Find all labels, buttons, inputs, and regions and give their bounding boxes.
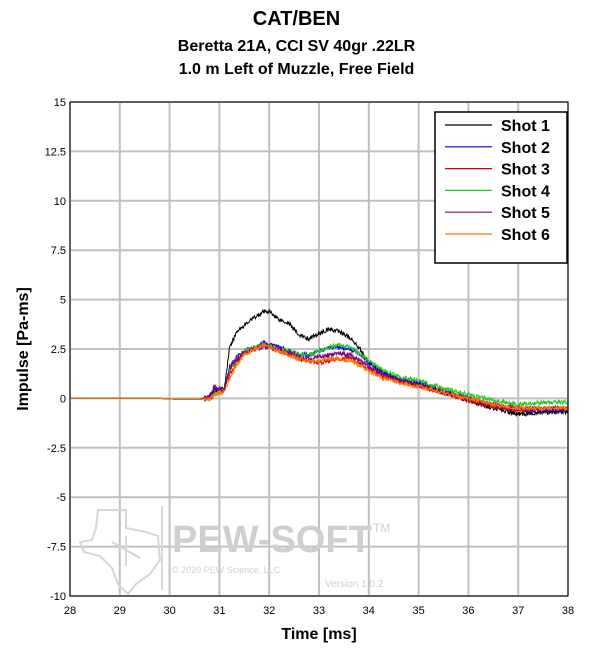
watermark-copyright: © 2020 PEW Science, LLC (172, 565, 281, 575)
legend-entry: Shot 4 (501, 183, 550, 200)
y-tick-label: 10 (54, 196, 66, 208)
y-tick-label: 15 (54, 97, 66, 109)
texas-outline-icon (78, 509, 162, 596)
legend-entry: Shot 1 (501, 118, 550, 135)
x-tick-label: 34 (363, 605, 375, 617)
y-tick-labels: -10 -7.5 -5 -2.5 0 2.5 5 7.5 10 12.5 15 (45, 97, 66, 603)
y-tick-label: -10 (50, 591, 66, 603)
x-tick-label: 32 (263, 605, 275, 617)
x-tick-label: 30 (163, 605, 175, 617)
y-tick-label: -2.5 (47, 443, 66, 455)
legend-entry: Shot 2 (501, 140, 550, 157)
x-tick-label: 36 (462, 605, 474, 617)
legend: Shot 1 Shot 2 Shot 3 Shot 4 Shot 5 Shot 6 (434, 111, 568, 264)
legend-entry: Shot 3 (501, 162, 550, 179)
chart-subtitle-location: 1.0 m Left of Muzzle, Free Field (178, 61, 415, 78)
y-tick-label: 2.5 (51, 344, 66, 356)
chart-subtitle-weapon: Beretta 21A, CCI SV 40gr .22LR (177, 38, 416, 55)
x-tick-label: 37 (512, 605, 524, 617)
x-tick-label: 35 (412, 605, 424, 617)
y-tick-label: 7.5 (51, 245, 66, 257)
x-tick-labels: 28 29 30 31 32 33 34 35 36 37 38 (64, 605, 574, 617)
y-tick-label: 5 (60, 295, 66, 307)
x-tick-label: 29 (114, 605, 126, 617)
legend-entry: Shot 5 (501, 205, 550, 222)
x-tick-label: 33 (313, 605, 325, 617)
x-tick-label: 31 (213, 605, 225, 617)
series-lines (70, 308, 569, 418)
y-axis-label: Impulse [Pa-ms] (15, 287, 32, 411)
watermark-tm: TM (373, 521, 390, 535)
x-tick-label: 38 (562, 605, 574, 617)
y-tick-label: -7.5 (47, 542, 66, 554)
y-tick-label: -5 (56, 492, 66, 504)
y-tick-label: 0 (60, 393, 66, 405)
plot-frame (69, 101, 569, 597)
watermark-brand: PEW-SOFT (172, 519, 372, 561)
y-tick-label: 12.5 (45, 146, 66, 158)
legend-entry: Shot 6 (501, 227, 550, 244)
x-axis-label: Time [ms] (281, 626, 356, 643)
x-tick-label: 28 (64, 605, 76, 617)
series-line-shot-6 (70, 343, 569, 413)
chart-title: CAT/BEN (252, 8, 341, 30)
legend-box (434, 111, 568, 264)
watermark: PEW-SOFT TM © 2020 PEW Science, LLC Vers… (78, 506, 390, 596)
watermark-version: Version 1.0.2 (325, 579, 384, 590)
